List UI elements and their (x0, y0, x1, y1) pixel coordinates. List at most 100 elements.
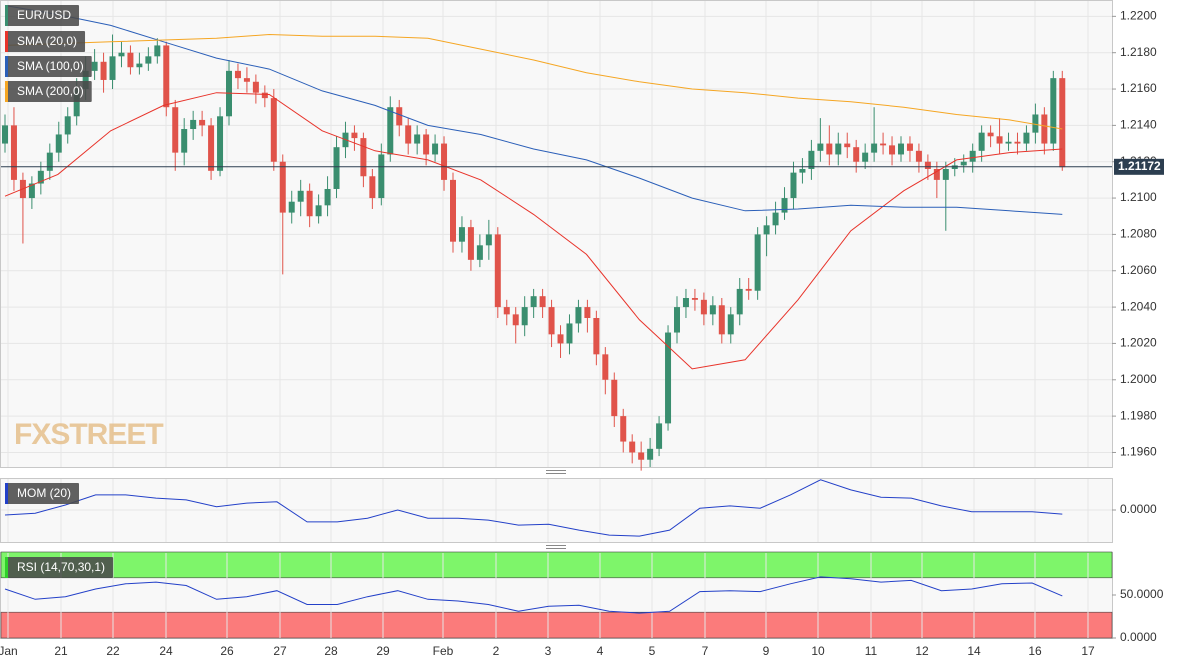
candle-body (100, 61, 107, 80)
candle-body (1050, 78, 1057, 144)
candle-body (781, 198, 788, 213)
candle-body (55, 134, 62, 153)
candle-body (297, 190, 304, 202)
candle-body (414, 134, 421, 144)
candle-body (889, 145, 896, 155)
candle-body (602, 354, 609, 380)
x-tick-label: 5 (649, 644, 656, 658)
candle-body (324, 188, 331, 206)
candle-body (387, 107, 394, 155)
band (0, 551, 1113, 579)
candle-body (190, 119, 197, 130)
legend-label: SMA (20,0) (17, 34, 77, 48)
candle-body (512, 314, 519, 326)
candle-body (360, 138, 367, 177)
candle-body (485, 234, 492, 246)
candle-body (557, 334, 564, 344)
candle-body (1059, 78, 1066, 168)
candle-body (835, 143, 842, 155)
candle-body (924, 161, 931, 169)
y-tick-label: 1.1980 (1120, 408, 1157, 422)
last-price-label: 1.21172 (1118, 159, 1161, 173)
candle-body (530, 296, 537, 308)
legend-box (5, 5, 80, 26)
y-tick-label: 1.2200 (1120, 9, 1157, 23)
candle-body (898, 143, 904, 155)
candle-body (10, 125, 17, 180)
legend-label: SMA (200,0) (17, 84, 84, 98)
candle-body (736, 288, 743, 315)
candle-body (682, 298, 689, 308)
legend-box (5, 557, 114, 578)
candle-body (127, 52, 134, 68)
candle-body (772, 212, 779, 226)
candle-body (494, 234, 501, 308)
legend-box (5, 56, 92, 77)
candle-body (709, 305, 716, 315)
candle-body (611, 379, 618, 417)
candle-body (37, 170, 44, 184)
candle-body (208, 125, 215, 171)
sma-line (4, 92, 1063, 370)
y-tick-label: 1.2080 (1120, 227, 1157, 241)
x-tick-label: 16 (1028, 644, 1042, 658)
y-tick-label: 0.0000 (1120, 502, 1157, 516)
candle-body (333, 147, 340, 189)
candle-body (575, 307, 582, 324)
legend-swatch (5, 56, 8, 77)
candle-body (396, 107, 403, 126)
y-tick-label: 1.2100 (1120, 190, 1157, 204)
candle-body (593, 317, 600, 355)
candle-body (64, 116, 71, 135)
candle-body (656, 423, 663, 449)
x-tick-label: 29 (376, 644, 390, 658)
y-tick-label: 1.2140 (1120, 118, 1157, 132)
x-tick-label: 9 (763, 644, 770, 658)
candle-body (647, 448, 654, 460)
legend-swatch (5, 31, 8, 52)
legend-label: MOM (20) (17, 486, 71, 500)
legend-swatch (5, 483, 8, 504)
legend-item: SMA (20,0) (5, 31, 86, 52)
x-tick-label: 28 (324, 644, 338, 658)
candle-body (450, 179, 456, 242)
band (0, 611, 1113, 639)
candle-body (1041, 114, 1048, 144)
x-tick-label: 27 (273, 644, 287, 658)
x-tick-label: Jan (0, 644, 18, 658)
y-tick-label: 50.0000 (1120, 587, 1164, 601)
candle-body (620, 416, 627, 442)
candle-body (315, 205, 322, 217)
candle-body (458, 227, 465, 242)
candle-body (217, 116, 224, 171)
candle-body (1032, 114, 1039, 133)
candle-body (548, 307, 555, 335)
x-tick-label: 10 (811, 644, 825, 658)
candle-body (163, 45, 170, 108)
candle-body (584, 307, 591, 318)
candle-body (817, 143, 824, 151)
candle-body (906, 143, 913, 151)
last-price-tag (1114, 158, 1164, 175)
candle-body (960, 161, 967, 166)
x-tick-label: 17 (1081, 644, 1095, 658)
candle-body (629, 441, 636, 453)
candle-body (441, 143, 448, 180)
legend-label: RSI (14,70,30,1) (17, 560, 105, 574)
x-tick-label: 11 (865, 644, 878, 658)
y-tick-label: 1.2160 (1120, 81, 1157, 95)
candle-body (880, 143, 887, 146)
x-tick-label: 22 (106, 644, 120, 658)
panel-handle (546, 470, 566, 549)
candle-body (691, 298, 698, 300)
candle-body (28, 183, 35, 199)
candle-body (181, 129, 188, 153)
candle-body (172, 107, 179, 153)
candle-body (369, 176, 376, 199)
legend-label: SMA (100,0) (17, 59, 84, 73)
candle-body (745, 288, 752, 291)
candle-body (82, 70, 89, 90)
indicator-line (4, 479, 1063, 537)
candle-body (969, 150, 976, 162)
